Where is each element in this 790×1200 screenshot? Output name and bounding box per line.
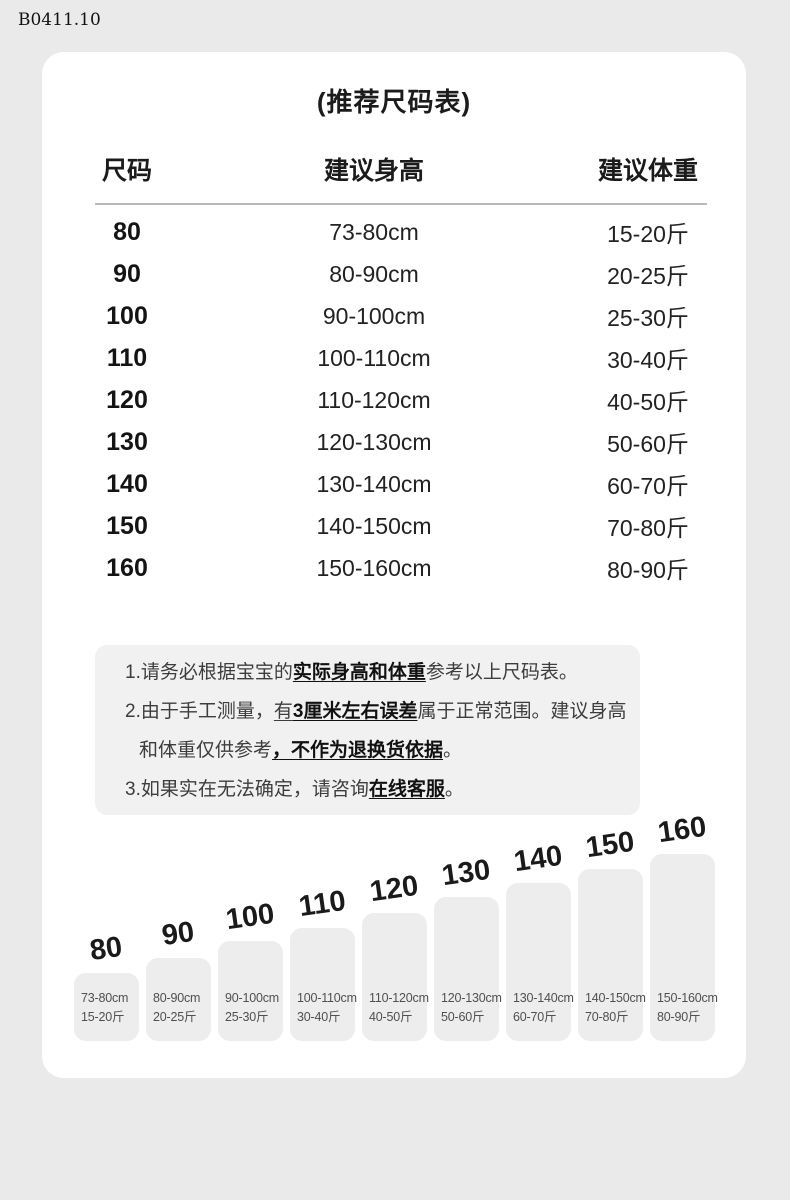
size-chart-card: (推荐尺码表) 尺码 建议身高 建议体重 80 73-80cm 15-20斤 9…: [42, 52, 746, 1078]
note-3: 3.如果实在无法确定，请咨询在线客服。: [125, 779, 464, 800]
row-height: 73-80cm: [329, 218, 419, 245]
bar-size-label: 110: [297, 884, 348, 924]
table-row: 160 150-160cm 80-90斤: [95, 547, 707, 589]
note-2: 2.由于手工测量，有3厘米左右误差属于正常范围。建议身高: [125, 701, 627, 722]
bar-range-label: 90-100cm 25-30斤: [225, 991, 279, 1024]
row-weight: 30-40斤: [607, 347, 689, 373]
bar-rect: 110-120cm 40-50斤: [362, 913, 429, 1041]
row-weight: 80-90斤: [607, 557, 689, 583]
header-height: 建议身高: [323, 157, 424, 185]
table-row: 80 73-80cm 15-20斤: [95, 211, 707, 253]
bar-size-label: 140: [512, 839, 565, 879]
row-height: 100-110cm: [317, 344, 431, 371]
bar-range-label: 110-120cm 40-50斤: [369, 991, 429, 1024]
table-body: 80 73-80cm 15-20斤 90 80-90cm 20-25斤 100 …: [95, 211, 707, 589]
bar-size-label: 150: [584, 825, 637, 865]
row-size: 110: [106, 343, 148, 372]
size-bar: 110 100-110cm 30-40斤: [290, 884, 357, 1041]
row-size: 120: [106, 385, 148, 414]
table-row: 130 120-130cm 50-60斤: [95, 421, 707, 463]
size-bar: 80 73-80cm 15-20斤: [74, 930, 139, 1041]
row-weight: 15-20斤: [607, 221, 689, 247]
size-table: 尺码 建议身高 建议体重 80 73-80cm 15-20斤 90 80-90c…: [95, 144, 707, 589]
size-bar-chart: 80 73-80cm 15-20斤 90 80-90cm 20-25斤 100: [74, 810, 718, 1041]
bar-size-label: 80: [88, 930, 125, 968]
bar-rect: 90-100cm 25-30斤: [218, 941, 283, 1041]
row-height: 110-120cm: [317, 386, 431, 413]
bar-size-label: 160: [656, 810, 709, 850]
product-code: B0411.10: [18, 10, 101, 30]
row-weight: 70-80斤: [607, 515, 689, 541]
row-weight: 20-25斤: [607, 263, 689, 289]
bar-size-label: 100: [224, 897, 277, 937]
size-bar: 140 130-140cm 60-70斤: [506, 839, 574, 1041]
table-row: 100 90-100cm 25-30斤: [95, 295, 707, 337]
bar-rect: 140-150cm 70-80斤: [578, 869, 646, 1041]
header-size: 尺码: [101, 157, 152, 185]
note-1: 1.请务必根据宝宝的实际身高和体重参考以上尺码表。: [125, 662, 578, 683]
row-height: 80-90cm: [329, 260, 419, 287]
table-row: 90 80-90cm 20-25斤: [95, 253, 707, 295]
size-bar: 160 150-160cm 80-90斤: [650, 810, 718, 1041]
bar-range-label: 80-90cm 20-25斤: [153, 991, 201, 1024]
bar-rect: 73-80cm 15-20斤: [74, 973, 139, 1041]
row-weight: 40-50斤: [607, 389, 689, 415]
row-weight: 50-60斤: [607, 431, 689, 457]
table-row: 120 110-120cm 40-50斤: [95, 379, 707, 421]
size-bar: 100 90-100cm 25-30斤: [218, 897, 283, 1041]
row-size: 80: [113, 217, 141, 246]
notes-panel: 1.请务必根据宝宝的实际身高和体重参考以上尺码表。 2.由于手工测量，有3厘米左…: [95, 645, 640, 815]
bar-range-label: 140-150cm 70-80斤: [585, 991, 646, 1024]
table-header-row: 尺码 建议身高 建议体重: [95, 144, 707, 194]
row-height: 120-130cm: [316, 428, 432, 455]
row-height: 130-140cm: [316, 470, 432, 497]
row-height: 150-160cm: [316, 554, 432, 581]
header-weight: 建议体重: [597, 157, 698, 185]
row-size: 100: [106, 301, 148, 330]
bar-size-label: 90: [160, 915, 197, 953]
bar-size-label: 120: [368, 869, 421, 909]
bar-rect: 100-110cm 30-40斤: [290, 928, 357, 1041]
size-bar: 130 120-130cm 50-60斤: [434, 853, 502, 1041]
note-2-continued: 和体重仅供参考，不作为退换货依据。: [139, 740, 463, 761]
row-size: 140: [106, 469, 148, 498]
row-height: 140-150cm: [316, 512, 432, 539]
row-size: 150: [106, 511, 148, 540]
chart-title: (推荐尺码表): [316, 87, 472, 117]
size-bar: 90 80-90cm 20-25斤: [146, 915, 211, 1041]
row-size: 90: [113, 259, 141, 288]
bar-size-label: 130: [440, 853, 493, 893]
bar-rect: 150-160cm 80-90斤: [650, 854, 718, 1041]
table-row: 110 100-110cm 30-40斤: [95, 337, 707, 379]
row-weight: 25-30斤: [607, 305, 689, 331]
bar-rect: 130-140cm 60-70斤: [506, 883, 574, 1041]
bar-range-label: 150-160cm 80-90斤: [657, 991, 718, 1024]
size-bar: 120 110-120cm 40-50斤: [362, 869, 429, 1041]
bar-range-label: 100-110cm 30-40斤: [297, 991, 357, 1024]
table-row: 140 130-140cm 60-70斤: [95, 463, 707, 505]
bar-rect: 120-130cm 50-60斤: [434, 897, 502, 1041]
row-size: 160: [106, 553, 148, 582]
bar-range-label: 120-130cm 50-60斤: [441, 991, 502, 1024]
row-height: 90-100cm: [322, 302, 426, 329]
header-divider: [95, 203, 707, 205]
row-size: 130: [106, 427, 148, 456]
size-bar: 150 140-150cm 70-80斤: [578, 825, 646, 1041]
bar-range-label: 73-80cm 15-20斤: [81, 991, 129, 1024]
bar-range-label: 130-140cm 60-70斤: [513, 991, 574, 1024]
bar-rect: 80-90cm 20-25斤: [146, 958, 211, 1041]
table-row: 150 140-150cm 70-80斤: [95, 505, 707, 547]
row-weight: 60-70斤: [607, 473, 689, 499]
